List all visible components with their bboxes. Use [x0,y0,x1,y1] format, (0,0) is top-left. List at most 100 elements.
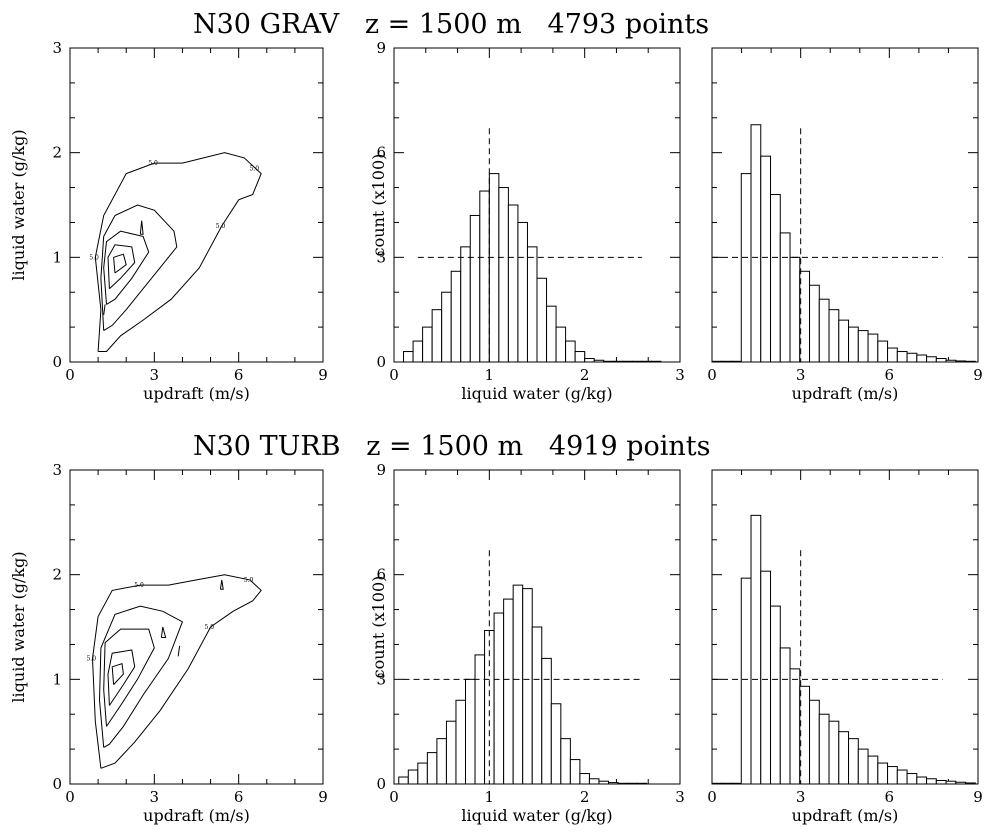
histogram-bar [935,780,947,785]
y-tick-label: 1 [52,248,62,266]
contour-line [103,628,155,727]
plot-frame [69,469,324,785]
histogram-bar [512,584,524,785]
contour-line [111,662,124,685]
histogram-bar [799,270,811,363]
y-tick-label: 9 [376,461,386,479]
row-title: N30 GRAV z = 1500 m 4793 points [193,9,709,40]
x-tick-label: 6 [885,366,895,384]
histogram-bar [522,588,533,785]
contour-line [103,230,150,305]
histogram-bar [445,720,457,785]
histogram-bar [818,713,830,785]
histogram-bar [422,326,433,363]
x-axis-label: updraft (m/s) [143,384,250,403]
histogram-bar [887,347,898,363]
y-tick-label: 0 [376,775,386,793]
histogram-bar [926,778,937,785]
x-tick-label: 3 [796,366,806,384]
histogram-bar [887,766,898,785]
x-tick-label: 0 [389,788,399,806]
histogram-bar [560,738,571,785]
plot-frame [69,47,324,363]
histogram-bar [617,782,629,785]
histogram-bar [955,781,967,785]
histogram-bar [916,776,928,785]
histogram-bar [740,173,752,363]
row-title: N30 TURB z = 1500 m 4919 points [193,431,710,462]
histogram-bar [828,309,840,363]
histogram-bar [426,752,438,785]
contour-label: 5.0 [89,254,99,261]
histogram-bar [848,738,859,785]
histogram-bar [546,305,557,363]
y-tick-label: 2 [52,144,62,162]
contour-label: 5.0 [134,582,144,589]
histogram-bar [641,360,652,363]
contour-line [98,605,184,748]
contour-line [94,152,262,352]
histogram-bar [896,351,908,363]
histogram-bar [608,782,619,785]
histogram-bar [403,351,414,363]
histogram-bar [731,360,742,363]
x-tick-label: 3 [150,366,160,384]
y-tick-label: 6 [376,566,386,584]
contour-label: 5.0 [250,165,260,172]
x-tick-label: 2 [580,788,590,806]
y-tick-label: 3 [376,248,386,266]
histogram-bar [526,246,538,363]
histogram-bar [488,173,500,363]
y-tick-label: 3 [52,39,62,57]
histogram-bar [799,685,811,785]
histogram-bar [809,699,820,785]
histogram-bar [867,755,879,785]
histogram-bar [935,358,947,363]
x-tick-label: 3 [150,788,160,806]
histogram-bar [631,360,643,363]
x-tick-label: 3 [675,788,685,806]
histogram-bar [441,291,452,363]
histogram-bar [926,356,937,363]
y-axis-label: liquid water (g/kg) [9,129,28,280]
y-tick-label: 3 [52,461,62,479]
x-tick-label: 6 [234,366,244,384]
x-tick-label: 9 [973,788,983,806]
histogram-bar [569,759,581,785]
histogram-bar [550,703,562,785]
histogram-bar [493,612,505,785]
histogram-bar [407,769,419,785]
histogram-bar [588,778,600,785]
histogram-bar [965,782,976,785]
histogram-bar [760,155,772,363]
contour-line [100,204,178,332]
histogram-bar [517,221,528,363]
contour-segment [177,645,181,657]
contour-island [160,626,167,638]
histogram-bar [650,360,662,363]
histogram-bar [779,647,791,785]
histogram-bar [436,738,447,785]
y-tick-label: 2 [52,566,62,584]
x-axis-label: liquid water (g/kg) [461,384,612,403]
histogram-bar [770,194,781,363]
histogram-bar [584,358,595,363]
panel-bar: 0 3 6 9 updraft (m/s) [707,469,983,825]
y-axis-label: count (x100) [369,576,388,679]
x-tick-label: 6 [234,788,244,806]
histogram-bar [838,731,850,785]
y-tick-label: 6 [376,144,386,162]
histogram-bar [731,782,742,785]
histogram-bar [598,780,610,785]
y-tick-label: 9 [376,39,386,57]
histogram-bar [818,298,830,363]
histogram-bar [916,354,928,363]
panel-bar: 0 1 2 3 0 3 6 9 liquid water (g/kg) count (x100) [369,39,685,403]
histogram-bar [627,782,638,785]
histogram-bar [750,124,762,363]
histogram-bar [789,256,801,363]
histogram-bar [603,360,614,363]
contour-label: 5.0 [244,577,254,584]
